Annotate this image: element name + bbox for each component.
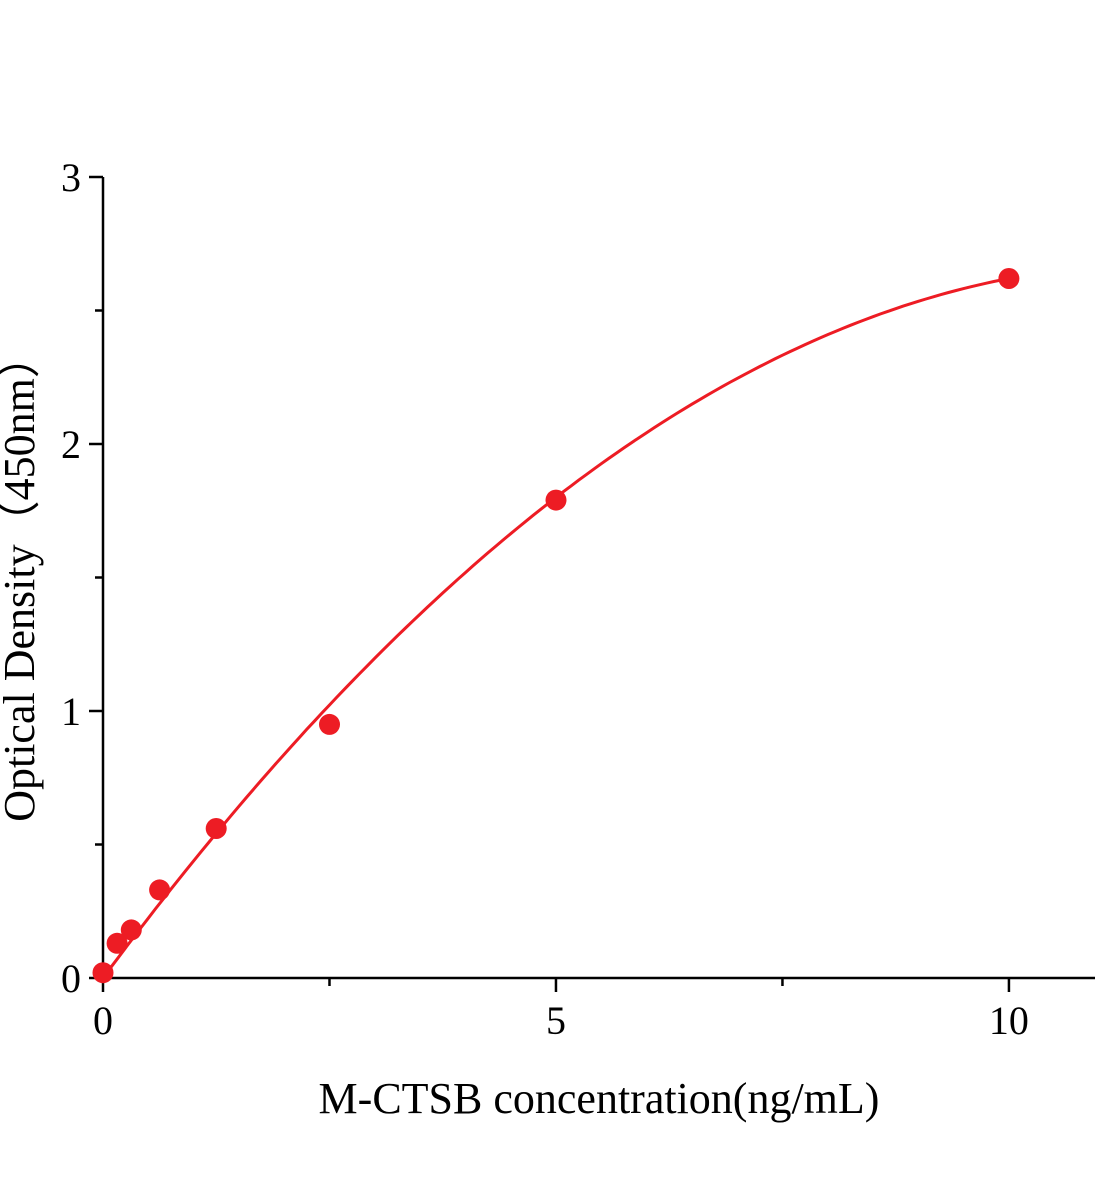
axes [101,177,1095,980]
axis-ticks: 0 5 10 0 1 2 3 [61,155,1029,1043]
data-point [149,879,171,901]
x-tick-label: 10 [989,998,1029,1043]
data-point [92,962,114,984]
data-point [998,268,1020,289]
data-point [319,713,340,735]
data-point [120,919,142,941]
x-tick-label: 0 [93,998,113,1043]
fitted-curve [101,277,1011,980]
y-tick-label: 1 [61,689,81,734]
y-tick-label: 2 [61,422,81,467]
y-tick-label: 3 [61,155,81,200]
x-tick-label: 5 [546,998,566,1043]
data-series [92,268,1020,984]
data-point [106,932,128,954]
data-point [545,489,567,511]
y-axis-label: Optical Density（450nm） [0,334,44,822]
x-axis-label: M-CTSB concentration(ng/mL) [319,1074,880,1123]
y-tick-label: 0 [61,956,81,1001]
data-point [205,818,227,839]
